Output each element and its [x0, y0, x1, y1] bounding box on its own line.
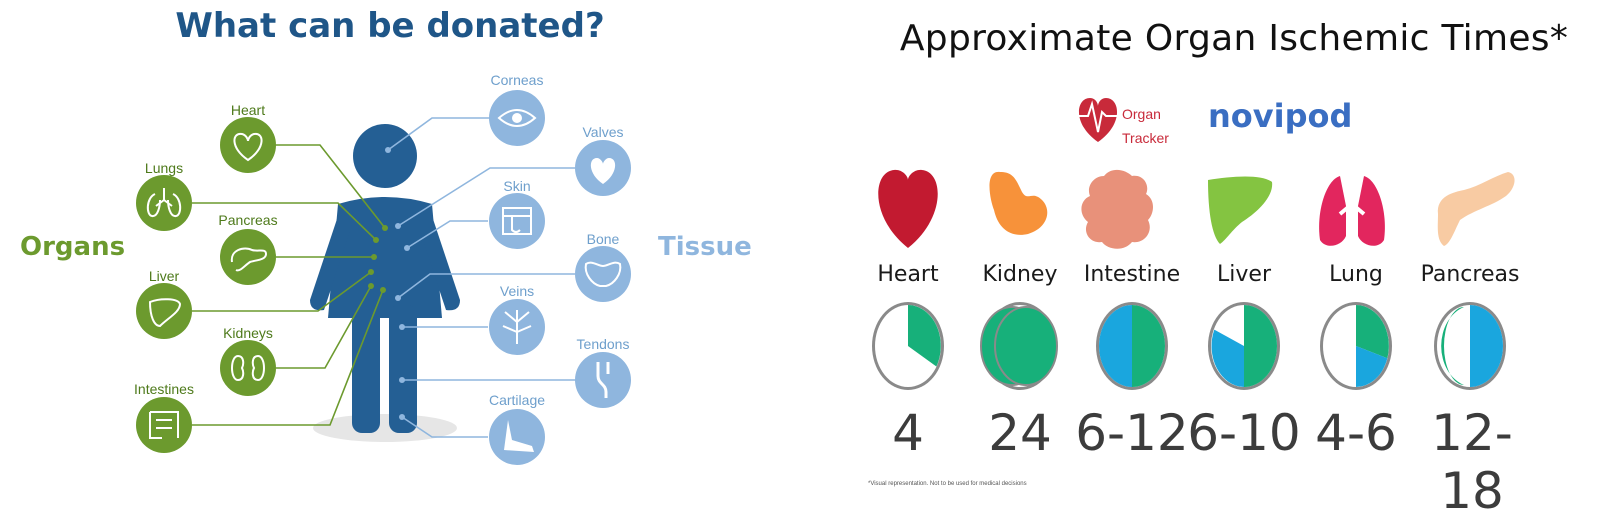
- hours-liver: 6-10: [1187, 404, 1301, 462]
- tissue-label-corneas: Corneas: [490, 72, 544, 88]
- tissue-icons: [489, 90, 631, 465]
- figure-head: [353, 124, 417, 188]
- tissue-connectors: [387, 117, 575, 438]
- connector-skin: [406, 220, 488, 249]
- figure-shadow: [313, 414, 457, 442]
- donation-diagram: [136, 90, 631, 465]
- tissue-label-skin: Skin: [503, 178, 531, 194]
- connector-bone: [397, 273, 575, 299]
- intestine-icon: [1081, 169, 1153, 249]
- figure-left-arm: [310, 210, 350, 311]
- footnote: *Visual representation. Not to be used f…: [868, 481, 1027, 487]
- pancreas-icon: [220, 229, 276, 285]
- tissue-label-tendons: Tendons: [576, 336, 630, 352]
- organ-connector-dots: [368, 225, 388, 293]
- figure-left-leg: [352, 305, 380, 433]
- tissue-label-veins: Veins: [499, 283, 535, 299]
- connector-valves: [397, 167, 575, 227]
- connector-intestines: [192, 289, 384, 426]
- figure-right-arm: [420, 210, 460, 311]
- donation-title: What can be donated?: [175, 6, 605, 46]
- kidneys-icon: [220, 340, 276, 396]
- pancreas-icon: [1437, 172, 1515, 246]
- hours-intestine: 6-12: [1075, 404, 1189, 462]
- hours-kidney: 24: [988, 404, 1052, 462]
- organ-icons: [136, 117, 276, 453]
- organ-name-pancreas: Pancreas: [1420, 262, 1520, 287]
- lung-icon: [1319, 170, 1385, 246]
- donation-panel: What can be donated?: [0, 0, 780, 510]
- connector-corneas: [387, 117, 490, 151]
- heart-icon: [220, 117, 276, 173]
- organs-label: Organs: [20, 232, 126, 262]
- organ-illustrations: [878, 169, 1515, 249]
- tissue-label-valves: Valves: [582, 124, 624, 140]
- kidney-icon: [989, 171, 1048, 235]
- organ-label-kidneys: Kidneys: [223, 325, 273, 341]
- ischemic-dials: [872, 302, 1506, 390]
- intestines-icon: [136, 397, 192, 453]
- organ-name-heart: Heart: [877, 262, 939, 287]
- connector-liver: [192, 271, 372, 312]
- hours-heart: 4: [892, 404, 924, 462]
- organ-connectors: [192, 144, 386, 426]
- heart-valve-icon: [575, 140, 631, 196]
- organ-label-pancreas: Pancreas: [218, 212, 278, 228]
- tissue-label-bone: Bone: [586, 231, 620, 247]
- organ-label-intestines: Intestines: [134, 381, 194, 397]
- ischemic-title: Approximate Organ Ischemic Times*: [899, 18, 1569, 59]
- connector-cartilage: [401, 416, 488, 438]
- pelvis-bone-icon: [575, 246, 631, 302]
- novipod-logo: novipod: [1208, 97, 1353, 135]
- human-figure: [310, 124, 460, 433]
- heart-icon: [878, 169, 938, 248]
- dial-lung: [1320, 302, 1392, 390]
- dial-liver: [1208, 302, 1280, 390]
- dial-heart: [872, 302, 944, 390]
- tissue-label: Tissue: [658, 232, 752, 262]
- organ-tracker-logo-icon: [1078, 98, 1118, 142]
- dial-kidney: [980, 302, 1058, 390]
- ischemic-graphics: [872, 98, 1515, 390]
- eye-icon: [489, 90, 545, 146]
- liver-icon: [136, 283, 192, 339]
- lungs-icon: [136, 175, 192, 231]
- liver-icon: [1208, 176, 1273, 244]
- figure-torso: [328, 197, 442, 318]
- ischemic-times-panel: Approximate Organ Ischemic Times* Organ …: [860, 0, 1608, 520]
- connector-lungs: [192, 202, 377, 241]
- organ-label-lungs: Lungs: [144, 160, 184, 176]
- skin-icon: [489, 193, 545, 249]
- organ-label-heart: Heart: [230, 102, 266, 118]
- organ-tracker-logo-line2: Tracker: [1122, 130, 1169, 146]
- tissue-label-cartilage: Cartilage: [488, 392, 546, 408]
- connector-kidneys: [276, 285, 372, 369]
- organ-tracker-logo-line1: Organ: [1122, 106, 1161, 122]
- dial-pancreas: [1434, 302, 1506, 390]
- organ-label-liver: Liver: [148, 268, 180, 284]
- hours-pancreas: 12-18: [1431, 404, 1513, 520]
- tissue-connector-dots: [385, 147, 410, 420]
- organ-name-kidney: Kidney: [982, 262, 1058, 287]
- hours-lung: 4-6: [1315, 404, 1397, 462]
- organ-name-intestine: Intestine: [1083, 262, 1181, 287]
- dial-intestine: [1096, 302, 1168, 390]
- figure-right-leg: [389, 305, 417, 433]
- veins-icon: [489, 299, 545, 355]
- foot-cartilage-icon: [489, 409, 545, 465]
- connector-heart: [273, 144, 386, 229]
- knee-tendon-icon: [575, 352, 631, 408]
- organ-name-lung: Lung: [1329, 262, 1383, 287]
- organ-name-liver: Liver: [1217, 262, 1271, 287]
